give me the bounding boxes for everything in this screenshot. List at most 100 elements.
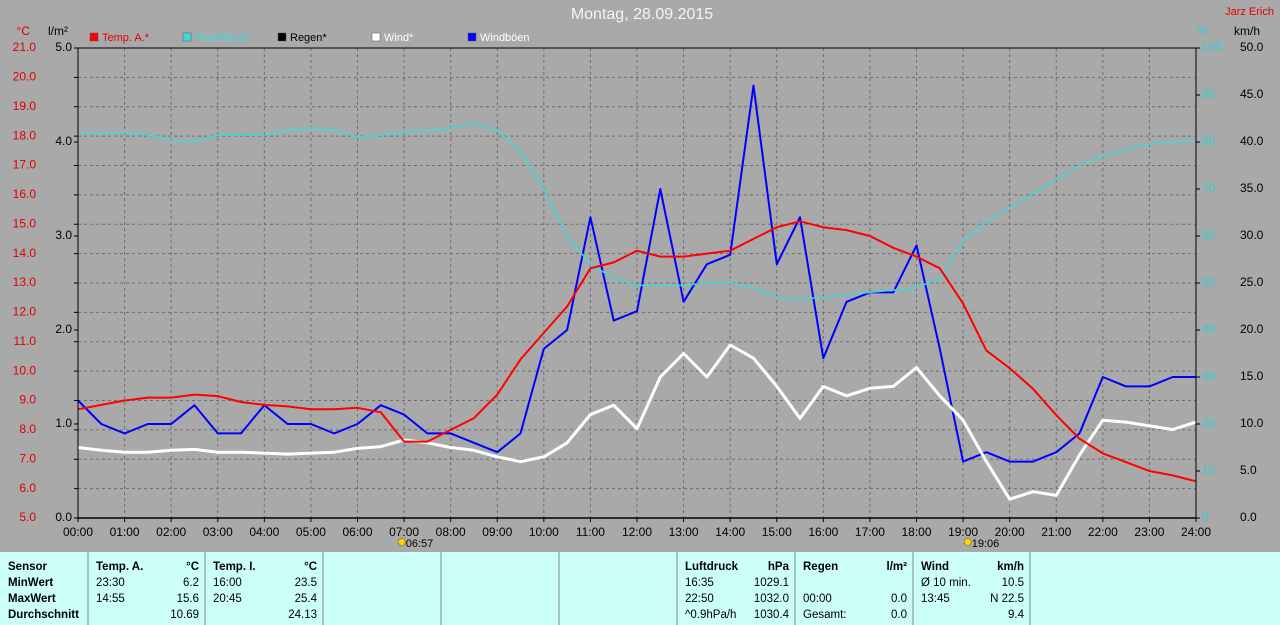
x-tick-label: 08:00 [436, 525, 466, 539]
y2-tick-label: 3.0 [55, 228, 72, 242]
table-cell: 23.5 [295, 577, 317, 589]
summary-table: Sensor MinWert MaxWert Durchschnitt Temp. A.… [0, 552, 1280, 625]
x-tick-label: 03:00 [203, 525, 233, 539]
legend-label: Windböen [480, 32, 530, 44]
table-cell: 24.13 [288, 609, 317, 621]
y-tick-label: 6.0 [19, 481, 36, 495]
y-tick-label: 12.0 [13, 305, 37, 319]
table-header: Regen [803, 561, 838, 573]
legend-label: Wind* [384, 32, 414, 44]
table-cell: 10.69 [170, 609, 199, 621]
legend-label: Feuchte A.* [195, 32, 253, 44]
table-cell: 1032.0 [754, 593, 789, 605]
y4-axis-label: km/h [1234, 24, 1260, 38]
table-header: Wind [921, 561, 949, 573]
y3-tick-label: 10 [1202, 463, 1216, 477]
y3-tick-label: 30 [1202, 369, 1216, 383]
x-tick-label: 20:00 [995, 525, 1025, 539]
y3-tick-label: 40 [1202, 322, 1216, 336]
y2-tick-label: 5.0 [55, 40, 72, 54]
table-cell: 1029.1 [754, 577, 789, 589]
row-label: MaxWert [8, 593, 56, 605]
annotation-label: 06:57 [406, 538, 434, 550]
table-cell: ^0.9hPa/h [685, 609, 736, 621]
y3-tick-label: 80 [1202, 134, 1216, 148]
chart-title: Montag, 28.09.2015 [571, 6, 713, 23]
x-tick-label: 13:00 [669, 525, 699, 539]
table-cell: 13:45 [921, 593, 950, 605]
y4-tick-label: 15.0 [1240, 369, 1264, 383]
y2-tick-label: 1.0 [55, 416, 72, 430]
y-tick-label: 21.0 [13, 40, 37, 54]
y4-tick-label: 5.0 [1240, 463, 1257, 477]
y-tick-label: 11.0 [14, 334, 37, 348]
table-cell: 20:45 [213, 593, 242, 605]
y-tick-label: 20.0 [13, 70, 37, 84]
y4-tick-label: 45.0 [1240, 87, 1264, 101]
table-header: Sensor [8, 561, 48, 573]
legend-marker [277, 32, 287, 42]
y3-tick-label: 60 [1202, 228, 1216, 242]
y4-tick-label: 25.0 [1240, 275, 1264, 289]
y4-tick-label: 20.0 [1240, 322, 1264, 336]
y-tick-label: 14.0 [13, 246, 37, 260]
y-tick-label: 18.0 [13, 128, 37, 142]
table-cell: 14:55 [96, 593, 125, 605]
table-cell: 1030.4 [754, 609, 790, 621]
table-cell: 9.4 [1008, 609, 1025, 621]
x-tick-label: 14:00 [715, 525, 745, 539]
row-label: Durchschnitt [8, 609, 79, 621]
x-tick-label: 24:00 [1181, 525, 1211, 539]
y4-tick-label: 50.0 [1240, 40, 1264, 54]
y2-tick-label: 2.0 [55, 322, 72, 336]
x-tick-label: 16:00 [808, 525, 838, 539]
y-tick-label: 15.0 [13, 216, 37, 230]
annotation-label: 19:06 [972, 538, 1000, 550]
credit: Jarz Erich [1225, 6, 1274, 18]
legend-marker [89, 32, 99, 42]
x-tick-label: 22:00 [1088, 525, 1118, 539]
y3-tick-label: 70 [1202, 181, 1216, 195]
series-line [77, 220, 1197, 483]
y2-tick-label: 0.0 [55, 510, 72, 524]
table-unit: °C [186, 561, 199, 573]
y-tick-label: 9.0 [19, 393, 36, 407]
sun-icon [397, 538, 406, 546]
table-unit: °C [304, 561, 317, 573]
y3-tick-label: 0 [1202, 510, 1209, 524]
y4-tick-label: 0.0 [1240, 510, 1257, 524]
x-tick-label: 05:00 [296, 525, 326, 539]
table-cell: 15.6 [177, 593, 199, 605]
x-tick-label: 17:00 [855, 525, 885, 539]
table-cell: 10.5 [1002, 577, 1024, 589]
table-header: Luftdruck [685, 561, 739, 573]
y4-tick-label: 35.0 [1240, 181, 1264, 195]
x-tick-label: 04:00 [249, 525, 279, 539]
y-tick-label: 19.0 [13, 99, 37, 113]
table-cell: 00:00 [803, 593, 832, 605]
x-tick-label: 01:00 [110, 525, 140, 539]
y4-tick-label: 30.0 [1240, 228, 1264, 242]
legend-label: Regen* [290, 32, 327, 44]
y-tick-label: 13.0 [13, 275, 37, 289]
series-line [77, 343, 1197, 501]
x-tick-label: 23:00 [1134, 525, 1164, 539]
table-unit: km/h [997, 561, 1024, 573]
table-cell: 6.2 [183, 577, 199, 589]
table-cell: 22:50 [685, 593, 714, 605]
y3-tick-label: 20 [1202, 416, 1216, 430]
table-cell: 16:35 [685, 577, 714, 589]
table-cell: 0.0 [891, 609, 907, 621]
y3-axis-label: % [1198, 24, 1209, 38]
y-tick-label: 17.0 [13, 158, 37, 172]
x-tick-label: 21:00 [1041, 525, 1071, 539]
legend-label: Temp. A.* [102, 32, 150, 44]
series-line [78, 122, 1197, 301]
x-tick-label: 02:00 [156, 525, 186, 539]
table-cell: Ø 10 min. [921, 577, 971, 589]
table-cell: 25.4 [295, 593, 318, 605]
table-cell: 23:30 [96, 577, 125, 589]
x-tick-label: 00:00 [63, 525, 93, 539]
